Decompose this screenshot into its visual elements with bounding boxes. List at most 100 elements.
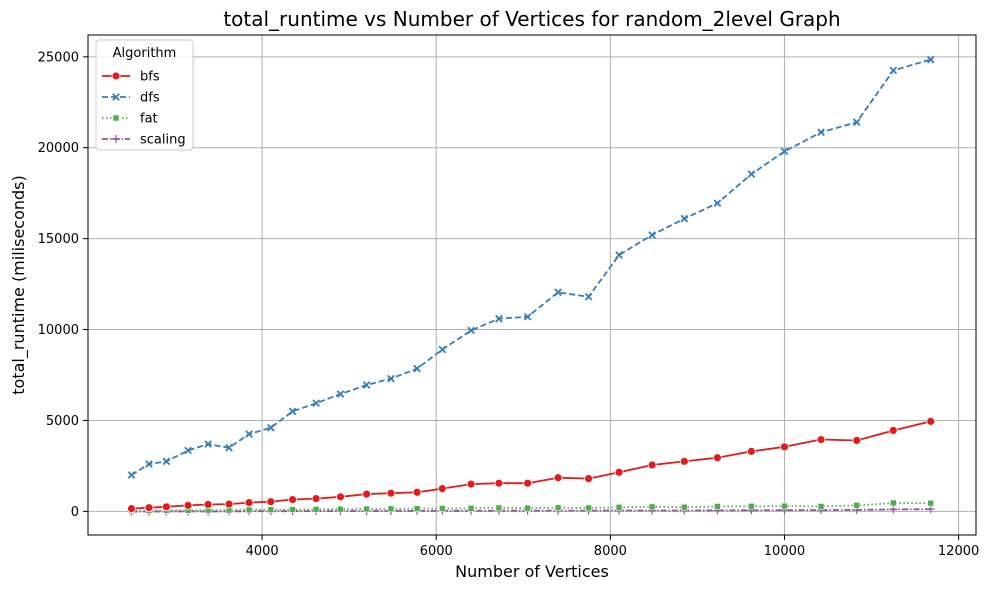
data-point-dfs — [162, 457, 171, 466]
legend-marker-dfs-stroke — [112, 93, 120, 101]
x-tick-label: 4000 — [246, 544, 279, 559]
legend-marker-scaling — [112, 135, 120, 143]
data-point-dfs — [362, 381, 371, 389]
data-point-dfs-stroke — [889, 66, 898, 75]
data-point-bfs — [746, 446, 756, 456]
x-tick-label: 8000 — [594, 544, 627, 559]
legend-item-scaling: scaling — [102, 133, 186, 148]
data-point-fat — [289, 506, 296, 513]
legend-marker-fat — [112, 114, 120, 122]
data-point-bfs — [266, 497, 276, 507]
data-point-dfs — [615, 251, 623, 259]
data-point-bfs — [244, 498, 254, 508]
data-point-dfs-stroke — [438, 345, 447, 354]
y-tick-label: 20000 — [38, 141, 79, 156]
y-tick-label: 10000 — [38, 323, 79, 338]
data-point-dfs-stroke — [413, 364, 421, 373]
data-point-dfs-stroke — [162, 457, 171, 466]
chart-title: total_runtime vs Number of Vertices for … — [223, 7, 840, 31]
data-point-dfs — [554, 288, 562, 297]
data-point-fat — [363, 505, 370, 513]
data-point-bfs — [288, 495, 297, 504]
y-tick-label: 25000 — [38, 50, 79, 65]
data-point-dfs — [387, 374, 395, 383]
data-point-dfs — [225, 443, 233, 452]
data-point-dfs-stroke — [817, 128, 825, 137]
data-point-dfs — [145, 460, 153, 468]
data-point-dfs-stroke — [127, 471, 136, 479]
data-point-bfs — [466, 479, 476, 489]
data-point-dfs-stroke — [312, 399, 320, 408]
data-point-scaling — [926, 505, 935, 514]
data-point-bfs — [584, 474, 593, 484]
data-point-dfs — [889, 66, 898, 75]
data-point-fat — [467, 504, 475, 512]
axis-layer: 4000 6000 8000 10000 12000 0 5000 10000 15000 200… — [38, 50, 980, 559]
data-point-bfs — [386, 488, 396, 498]
data-point-fat — [615, 504, 623, 511]
data-point-dfs — [288, 407, 297, 416]
data-point-dfs — [204, 440, 212, 448]
data-point-fat — [495, 504, 503, 512]
data-point-dfs — [584, 292, 593, 301]
data-point-dfs — [648, 231, 656, 239]
y-tick-label: 15000 — [38, 232, 79, 247]
data-point-bfs — [523, 478, 533, 488]
data-point-bfs — [852, 436, 862, 445]
data-point-fat — [312, 506, 320, 513]
data-point-fat — [245, 506, 253, 514]
data-point-bfs — [311, 494, 321, 504]
series-line-dfs — [131, 58, 931, 476]
data-point-dfs — [127, 471, 136, 479]
data-point-fat — [781, 502, 788, 510]
data-point-dfs-stroke — [680, 214, 689, 223]
data-point-dfs — [523, 312, 532, 321]
series-line-fat — [131, 502, 931, 512]
legend-label-scaling: scaling — [140, 133, 186, 148]
data-point-dfs-stroke — [780, 147, 789, 156]
data-point-bfs — [412, 487, 422, 497]
data-point-dfs — [467, 326, 475, 335]
data-point-dfs-stroke — [184, 446, 192, 455]
data-point-dfs-stroke — [225, 443, 233, 452]
data-point-dfs — [680, 214, 689, 223]
series-dfs — [127, 55, 935, 479]
x-tick-label: 6000 — [420, 544, 453, 559]
data-point-fat — [853, 502, 861, 509]
data-point-fat — [439, 505, 446, 512]
data-point-bfs — [437, 484, 447, 494]
series-bfs — [127, 416, 936, 514]
data-point-dfs-stroke — [615, 251, 623, 259]
data-point-dfs-stroke — [387, 374, 395, 383]
data-point-dfs — [817, 128, 825, 137]
y-axis-label: total_runtime (miliseconds) — [9, 175, 29, 394]
data-point-bfs — [144, 503, 154, 513]
legend-label-dfs: dfs — [140, 91, 160, 106]
data-point-dfs-stroke — [467, 326, 475, 335]
data-point-dfs — [438, 345, 447, 354]
data-point-dfs-stroke — [523, 312, 532, 321]
data-point-dfs — [495, 314, 503, 323]
data-point-dfs-stroke — [584, 292, 593, 301]
legend-items: bfs dfs fat scaling — [102, 70, 186, 148]
data-point-bfs — [888, 426, 898, 435]
data-point-fat — [585, 504, 592, 512]
data-point-fat — [714, 503, 721, 510]
data-point-fat — [648, 503, 656, 511]
data-point-bfs — [647, 460, 657, 470]
data-point-dfs-stroke — [495, 314, 503, 323]
legend-title: Algorithm — [113, 46, 177, 61]
legend: Algorithm bfs dfs fat scaling — [95, 39, 194, 151]
data-point-bfs — [926, 416, 936, 426]
series-fat — [128, 499, 935, 515]
legend-item-dfs: dfs — [102, 91, 160, 106]
legend-marker-dfs — [112, 93, 120, 101]
data-point-fat — [748, 502, 755, 510]
grid-layer — [88, 35, 976, 535]
data-point-dfs — [852, 118, 861, 127]
data-point-dfs — [184, 446, 192, 455]
data-point-dfs-stroke — [204, 440, 212, 448]
data-point-fat — [387, 505, 395, 513]
